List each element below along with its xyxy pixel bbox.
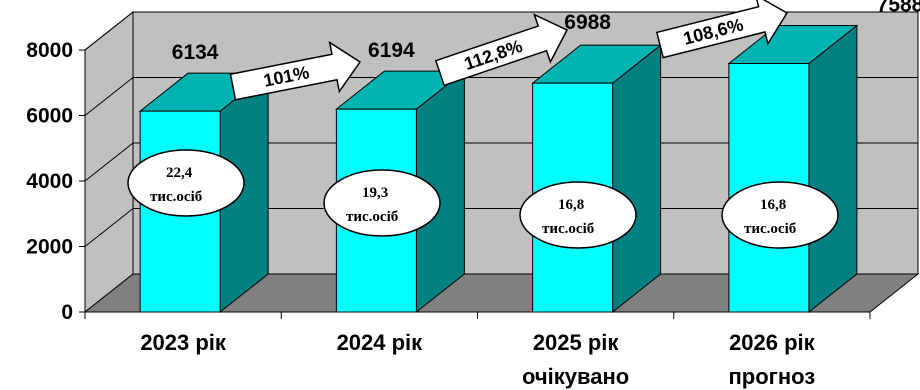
- arrow-shape: [229, 40, 362, 101]
- oval-shape: [323, 169, 441, 237]
- persons-oval: 16,8 тис.осіб: [721, 181, 839, 249]
- oval-shape: [519, 181, 637, 249]
- y-tick-label: 2000: [26, 236, 73, 259]
- persons-oval: 16,8 тис.осіб: [519, 181, 637, 249]
- persons-value: 22,4: [166, 165, 193, 181]
- y-tick-label: 6000: [26, 105, 73, 128]
- data-label: 7588: [877, 0, 920, 16]
- bar: [727, 24, 859, 314]
- persons-oval: 19,3 тис.осіб: [323, 169, 441, 237]
- data-label: 6988: [564, 11, 611, 34]
- y-tick-label: 0: [61, 301, 73, 324]
- x-axis: 2023 рік 2024 рік 2025 рік очікувано 2026 рі…: [84, 311, 871, 389]
- bar-side: [808, 24, 858, 314]
- value-labels: 6134 6194 6988 7588: [172, 0, 920, 64]
- data-label: 6194: [368, 39, 415, 62]
- persons-value: 19,3: [362, 185, 388, 201]
- growth-arrows: 101%112,8%108,6%: [229, 0, 789, 101]
- persons-value: 16,8: [558, 197, 584, 213]
- persons-unit: тис.осіб: [542, 221, 594, 237]
- bar-side: [612, 44, 662, 314]
- x-tick-sublabel: очікувано: [522, 364, 629, 389]
- x-tick-label: 2026 рік: [729, 330, 816, 355]
- x-tick-label: 2025 рік: [533, 330, 620, 355]
- arrow-shape: [434, 13, 569, 87]
- y-tick-label: 4000: [26, 170, 73, 193]
- persons-unit: тис.осіб: [744, 221, 796, 237]
- x-tick-sublabel: прогноз: [729, 364, 816, 389]
- x-tick-label: 2024 рік: [337, 330, 424, 355]
- oval-shape: [721, 181, 839, 249]
- oval-shape: [127, 149, 245, 217]
- y-tick-label: 8000: [26, 39, 73, 62]
- gridline: [84, 11, 918, 51]
- persons-unit: тис.осіб: [150, 189, 202, 205]
- x-tick-label: 2023 рік: [140, 330, 227, 355]
- y-axis: 0 2000 4000 6000 8000: [26, 39, 86, 324]
- arrow-shape: [655, 0, 789, 59]
- persons-oval: 22,4 тис.осіб: [127, 149, 245, 217]
- growth-arrow: 101%: [229, 40, 362, 101]
- persons-value: 16,8: [760, 197, 786, 213]
- data-label: 6134: [172, 41, 219, 64]
- persons-unit: тис.осіб: [346, 209, 398, 225]
- bar: [531, 44, 663, 314]
